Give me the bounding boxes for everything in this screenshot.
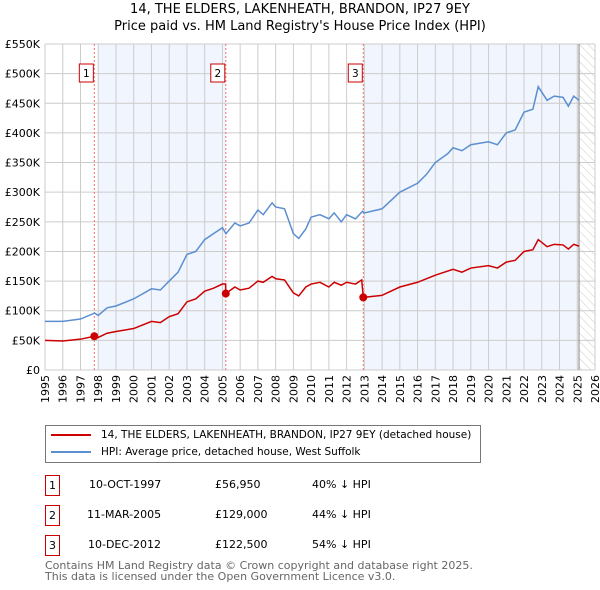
x-tick-label: 2004 bbox=[199, 375, 212, 403]
y-tick-label: £150K bbox=[5, 275, 41, 288]
y-tick-label: £250K bbox=[5, 216, 41, 229]
x-tick-label: 2019 bbox=[465, 375, 478, 403]
marker-badge: 1 bbox=[45, 475, 60, 496]
sale-label-box bbox=[78, 63, 94, 83]
x-tick-label: 2018 bbox=[447, 375, 460, 403]
x-tick-label: 1996 bbox=[57, 375, 70, 403]
legend-item-property: 14, THE ELDERS, LAKENHEATH, BRANDON, IP2… bbox=[51, 429, 471, 441]
blue-line-swatch bbox=[51, 451, 91, 453]
footer-line: Contains HM Land Registry data © Crown c… bbox=[45, 559, 473, 572]
chart-title: 14, THE ELDERS, LAKENHEATH, BRANDON, IP2… bbox=[130, 2, 470, 17]
x-tick-label: 2022 bbox=[518, 375, 531, 403]
x-tick-label: 1997 bbox=[74, 375, 87, 403]
x-tick-label: 1998 bbox=[92, 375, 105, 403]
price: £56,950 bbox=[215, 478, 261, 491]
y-tick-label: £300K bbox=[5, 186, 41, 199]
x-tick-label: 2006 bbox=[234, 375, 247, 403]
x-tick-label: 2026 bbox=[589, 375, 600, 403]
x-tick-label: 2011 bbox=[323, 375, 336, 403]
x-tick-label: 2017 bbox=[429, 375, 442, 403]
hpi-diff: 44% ↓ HPI bbox=[312, 508, 371, 521]
legend-label: 14, THE ELDERS, LAKENHEATH, BRANDON, IP2… bbox=[101, 429, 472, 441]
sale-label: 2 bbox=[214, 68, 221, 80]
x-tick-label: 2012 bbox=[341, 375, 354, 403]
transaction-row: 2 11-MAR-2005 £129,000 44% ↓ HPI bbox=[45, 505, 445, 526]
x-tick-label: 2015 bbox=[394, 375, 407, 403]
y-tick-label: £350K bbox=[5, 157, 41, 170]
sale-label: 3 bbox=[352, 68, 359, 80]
price: £129,000 bbox=[215, 508, 268, 521]
x-tick-label: 2023 bbox=[536, 375, 549, 403]
price-chart: 1995 1996 1997 1998 1999 2000 2001 2002 2003 2004… bbox=[5, 38, 600, 403]
hpi-diff: 54% ↓ HPI bbox=[312, 538, 371, 551]
chart-subtitle: Price paid vs. HM Land Registry's House … bbox=[114, 19, 486, 34]
x-tick-label: 2013 bbox=[358, 375, 371, 403]
footer-line: This data is licensed under the Open Gov… bbox=[45, 570, 396, 583]
y-tick-label: £450K bbox=[5, 97, 41, 110]
y-tick-label: £50K bbox=[12, 334, 41, 347]
price: £122,500 bbox=[215, 538, 268, 551]
y-tick-label: £500K bbox=[5, 68, 41, 81]
date: 10-OCT-1997 bbox=[89, 478, 162, 491]
x-tick-label: 1999 bbox=[110, 375, 123, 403]
marker-badge: 2 bbox=[45, 505, 60, 526]
date: 11-MAR-2005 bbox=[87, 508, 162, 521]
x-tick-label: 2002 bbox=[163, 375, 176, 403]
sale-point bbox=[221, 289, 230, 298]
future-hatch bbox=[579, 44, 595, 370]
sale-point bbox=[359, 293, 368, 302]
sale-label-box bbox=[210, 63, 226, 83]
y-tick-label: £0 bbox=[26, 364, 40, 377]
hpi-line bbox=[45, 84, 580, 323]
marker-badge: 3 bbox=[45, 535, 60, 556]
legend-item-hpi: HPI: Average price, detached house, West… bbox=[51, 446, 361, 458]
x-tick-label: 2005 bbox=[216, 375, 229, 403]
x-tick-label: 2001 bbox=[145, 375, 158, 403]
sale-label-box bbox=[347, 63, 363, 83]
x-tick-label: 2014 bbox=[376, 375, 389, 403]
legend-label: HPI: Average price, detached house, West… bbox=[101, 446, 361, 458]
x-tick-label: 2010 bbox=[305, 375, 318, 403]
property-price-line bbox=[44, 238, 580, 342]
x-tick-label: 1995 bbox=[39, 375, 52, 403]
x-tick-label: 2009 bbox=[287, 375, 300, 403]
y-tick-label: £100K bbox=[5, 305, 41, 318]
y-tick-label: £400K bbox=[5, 127, 41, 140]
footer: Contains HM Land Registry data © Crown c… bbox=[45, 560, 473, 582]
x-tick-label: 2020 bbox=[483, 375, 496, 403]
red-line-swatch bbox=[51, 434, 91, 436]
x-tick-label: 2007 bbox=[252, 375, 265, 403]
transaction-row: 1 10-OCT-1997 £56,950 40% ↓ HPI bbox=[45, 475, 445, 496]
sale-point bbox=[90, 332, 99, 341]
x-tick-label: 2008 bbox=[270, 375, 283, 403]
legend: 14, THE ELDERS, LAKENHEATH, BRANDON, IP2… bbox=[45, 425, 481, 463]
transaction-row: 3 10-DEC-2012 £122,500 54% ↓ HPI bbox=[45, 535, 445, 556]
x-tick-label: 2003 bbox=[181, 375, 194, 403]
x-tick-label: 2025 bbox=[571, 375, 584, 403]
x-tick-label: 2021 bbox=[500, 375, 513, 403]
hpi-diff: 40% ↓ HPI bbox=[312, 478, 371, 491]
sale-label: 1 bbox=[83, 68, 90, 80]
x-tick-label: 2000 bbox=[128, 375, 141, 403]
y-tick-label: £200K bbox=[5, 245, 41, 258]
date: 10-DEC-2012 bbox=[88, 538, 162, 551]
x-tick-label: 2024 bbox=[554, 375, 567, 403]
x-tick-label: 2016 bbox=[412, 375, 425, 403]
y-tick-label: £550K bbox=[5, 38, 41, 51]
